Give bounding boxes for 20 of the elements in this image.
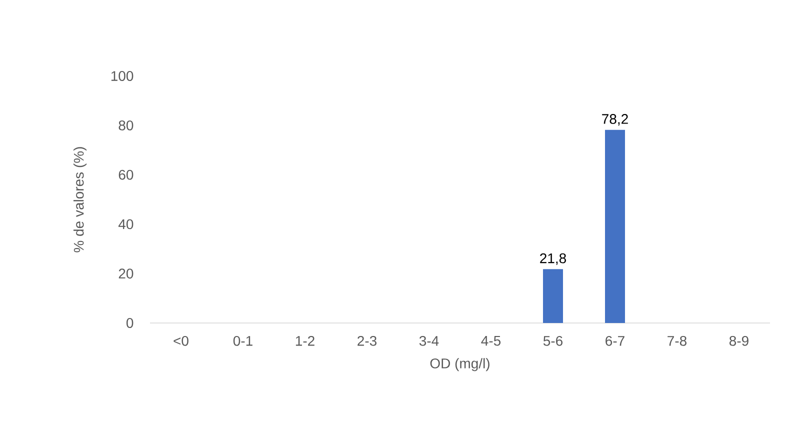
x-tick-label: 4-5 bbox=[481, 336, 501, 346]
x-tick-label: 3-4 bbox=[419, 336, 439, 346]
x-tick-label: 5-6 bbox=[543, 336, 562, 346]
y-tick-label: 80 bbox=[118, 120, 134, 130]
x-tick-label: 2-3 bbox=[358, 336, 376, 346]
data-label: 21,8 bbox=[540, 253, 566, 265]
x-tick-label: 0-1 bbox=[233, 336, 252, 346]
y-tick-label: 0 bbox=[126, 318, 134, 328]
y-tick-label: 20 bbox=[118, 268, 134, 279]
y-tick-label: 100 bbox=[111, 71, 134, 81]
x-tick-label: 7-8 bbox=[668, 336, 686, 346]
x-tick-label: 8-9 bbox=[729, 336, 748, 346]
x-axis-title: OD (mg/l) bbox=[430, 358, 490, 372]
x-tick-label: 6-7 bbox=[606, 336, 624, 346]
y-axis-title: % de valores (%) bbox=[73, 147, 87, 252]
y-tick-label: 40 bbox=[118, 219, 134, 230]
y-tick-label: 60 bbox=[118, 170, 134, 180]
x-tick-label: <0 bbox=[174, 336, 188, 346]
x-tick-label: 1-2 bbox=[296, 336, 314, 346]
data-label: 78,2 bbox=[602, 114, 628, 126]
